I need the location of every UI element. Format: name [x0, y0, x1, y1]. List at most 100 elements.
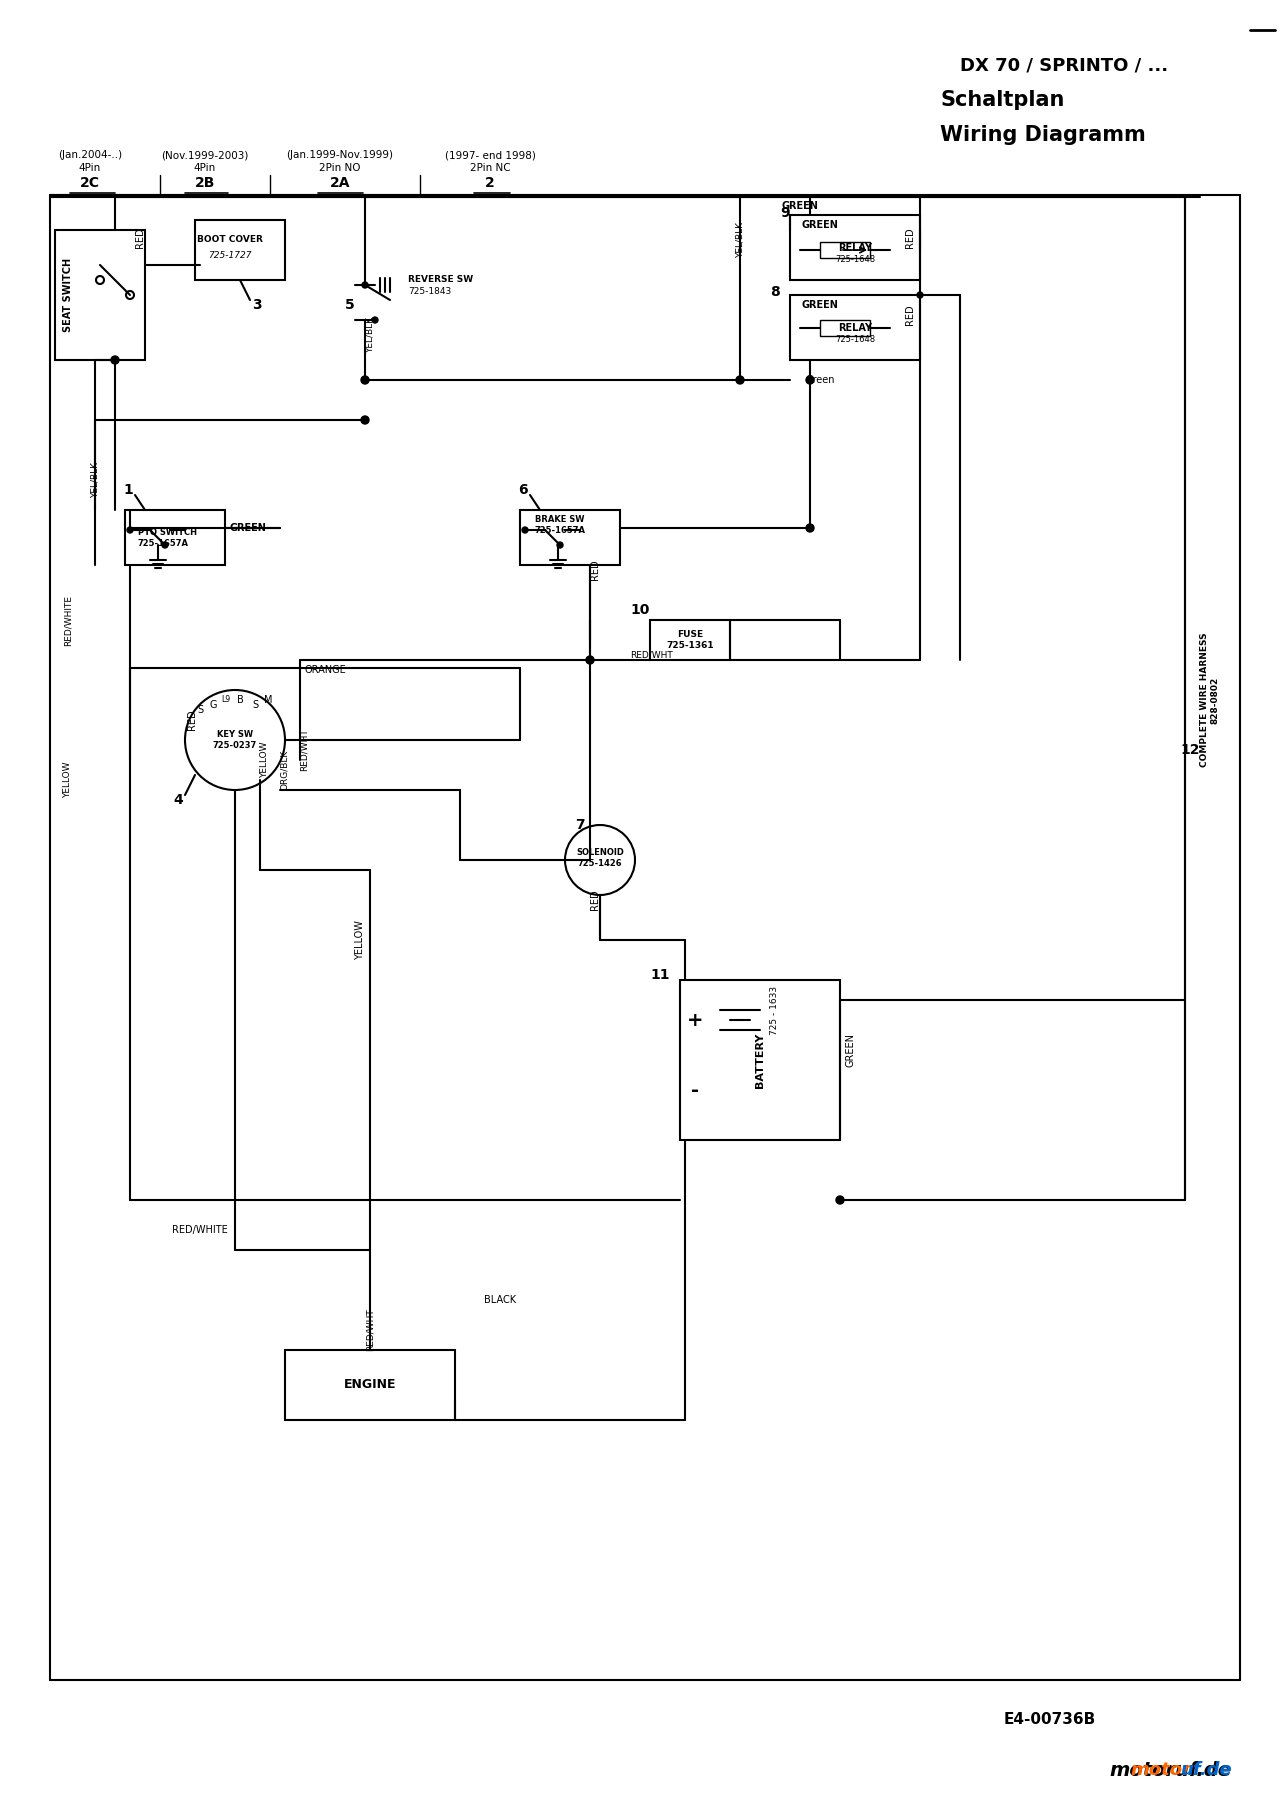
Text: REVERSE SW: REVERSE SW: [408, 275, 473, 284]
Text: RED: RED: [905, 227, 916, 248]
Text: BATTERY: BATTERY: [755, 1033, 765, 1087]
Circle shape: [361, 376, 369, 383]
Bar: [790, 214, 919, 281]
Text: S: S: [252, 700, 258, 709]
Text: RED: RED: [186, 709, 197, 731]
Circle shape: [917, 292, 923, 299]
Text: 4Pin: 4Pin: [78, 164, 102, 173]
Text: YELLOW: YELLOW: [260, 742, 269, 778]
Bar: [790, 295, 919, 360]
Circle shape: [361, 416, 369, 425]
Text: 2Pin NO: 2Pin NO: [319, 164, 361, 173]
Text: GREEN: GREEN: [801, 220, 838, 230]
Text: 725 - 1633: 725 - 1633: [770, 985, 779, 1035]
Circle shape: [372, 317, 378, 322]
Text: 4Pin: 4Pin: [194, 164, 216, 173]
Circle shape: [361, 283, 368, 288]
Text: S: S: [197, 706, 203, 715]
Text: motoruf.de: motoruf.de: [1109, 1760, 1231, 1780]
Bar: [55, 230, 145, 360]
Circle shape: [111, 356, 120, 364]
Text: GREEN: GREEN: [782, 202, 818, 211]
Bar: [195, 220, 285, 281]
Text: 8: 8: [770, 284, 779, 299]
Text: COMPLETE WIRE HARNESS
828-0802: COMPLETE WIRE HARNESS 828-0802: [1200, 632, 1219, 767]
Text: -: -: [691, 1080, 700, 1100]
Text: 1: 1: [123, 482, 132, 497]
Text: PTO SWITCH
725-1657A: PTO SWITCH 725-1657A: [138, 529, 197, 547]
Text: Schaltplan: Schaltplan: [940, 90, 1065, 110]
Text: 7: 7: [575, 817, 585, 832]
Text: 725-1648: 725-1648: [835, 335, 874, 344]
Circle shape: [836, 1195, 844, 1204]
Text: 725-1843: 725-1843: [408, 288, 451, 297]
Text: BLACK: BLACK: [484, 1294, 516, 1305]
Text: RELAY: RELAY: [838, 243, 872, 254]
Text: 11: 11: [651, 968, 670, 983]
Bar: [520, 509, 620, 565]
Bar: [820, 320, 871, 337]
Text: YELLOW: YELLOW: [63, 761, 72, 797]
Text: YEL/BLK: YEL/BLK: [90, 463, 99, 499]
Text: ORG/BLK: ORG/BLK: [280, 751, 289, 790]
Circle shape: [127, 527, 132, 533]
Text: YELLOW: YELLOW: [355, 920, 365, 959]
Circle shape: [806, 524, 814, 533]
Text: E4-00736B: E4-00736B: [1004, 1712, 1096, 1728]
Circle shape: [806, 376, 814, 383]
Text: KEY SW
725-0237: KEY SW 725-0237: [213, 731, 257, 749]
Text: (Jan.2004-..): (Jan.2004-..): [58, 149, 122, 160]
Text: 12: 12: [1181, 743, 1200, 758]
Text: 2Pin NC: 2Pin NC: [469, 164, 511, 173]
Text: SOLENOID
725-1426: SOLENOID 725-1426: [576, 848, 624, 868]
Text: 5: 5: [345, 299, 355, 311]
Text: GREEN: GREEN: [801, 301, 838, 310]
Text: (Nov.1999-2003): (Nov.1999-2003): [161, 149, 248, 160]
Text: GREEN: GREEN: [230, 524, 267, 533]
Bar: [680, 979, 840, 1139]
Text: ENGINE: ENGINE: [343, 1379, 396, 1391]
Text: RED: RED: [590, 889, 601, 911]
Circle shape: [586, 655, 594, 664]
Bar: [649, 619, 730, 661]
Text: RED/WHT: RED/WHT: [630, 650, 673, 659]
Text: RED: RED: [590, 560, 601, 580]
Text: B: B: [237, 695, 243, 706]
Text: RED/WHITE: RED/WHITE: [172, 1226, 228, 1235]
Text: 6: 6: [518, 482, 527, 497]
Text: RED/WHT: RED/WHT: [365, 1309, 374, 1352]
Text: motor: motor: [1130, 1760, 1191, 1778]
Text: 10: 10: [630, 603, 649, 617]
Circle shape: [736, 376, 745, 383]
Text: 2C: 2C: [80, 176, 100, 191]
Text: L9: L9: [221, 695, 230, 704]
Text: Green: Green: [805, 374, 835, 385]
Text: M: M: [264, 695, 273, 706]
Text: 3: 3: [252, 299, 261, 311]
Text: RED/WHITE: RED/WHITE: [63, 594, 72, 646]
Text: 2A: 2A: [329, 176, 350, 191]
Text: Wiring Diagramm: Wiring Diagramm: [940, 124, 1146, 146]
Text: 725-1727: 725-1727: [208, 250, 252, 259]
Text: RED: RED: [135, 227, 145, 248]
Text: (Jan.1999-Nov.1999): (Jan.1999-Nov.1999): [287, 149, 394, 160]
Bar: [820, 241, 871, 257]
Circle shape: [557, 542, 563, 547]
Text: RELAY: RELAY: [838, 322, 872, 333]
Bar: [285, 1350, 455, 1420]
Text: FUSE
725-1361: FUSE 725-1361: [666, 630, 714, 650]
Text: DX 70 / SPRINTO / ...: DX 70 / SPRINTO / ...: [961, 56, 1168, 74]
Text: 4: 4: [174, 794, 183, 806]
Text: BOOT COVER: BOOT COVER: [197, 236, 262, 245]
Circle shape: [162, 542, 168, 547]
Text: uf.de: uf.de: [1181, 1760, 1233, 1778]
Text: RED: RED: [905, 304, 916, 326]
Text: +: +: [687, 1010, 703, 1030]
Text: RED/WHT: RED/WHT: [300, 729, 309, 772]
Text: YEL/BLK: YEL/BLK: [736, 221, 745, 257]
Text: ORANGE: ORANGE: [303, 664, 346, 675]
Bar: [125, 509, 225, 565]
Text: 725-1648: 725-1648: [835, 256, 874, 265]
Text: 2B: 2B: [194, 176, 215, 191]
Text: G: G: [210, 700, 217, 709]
